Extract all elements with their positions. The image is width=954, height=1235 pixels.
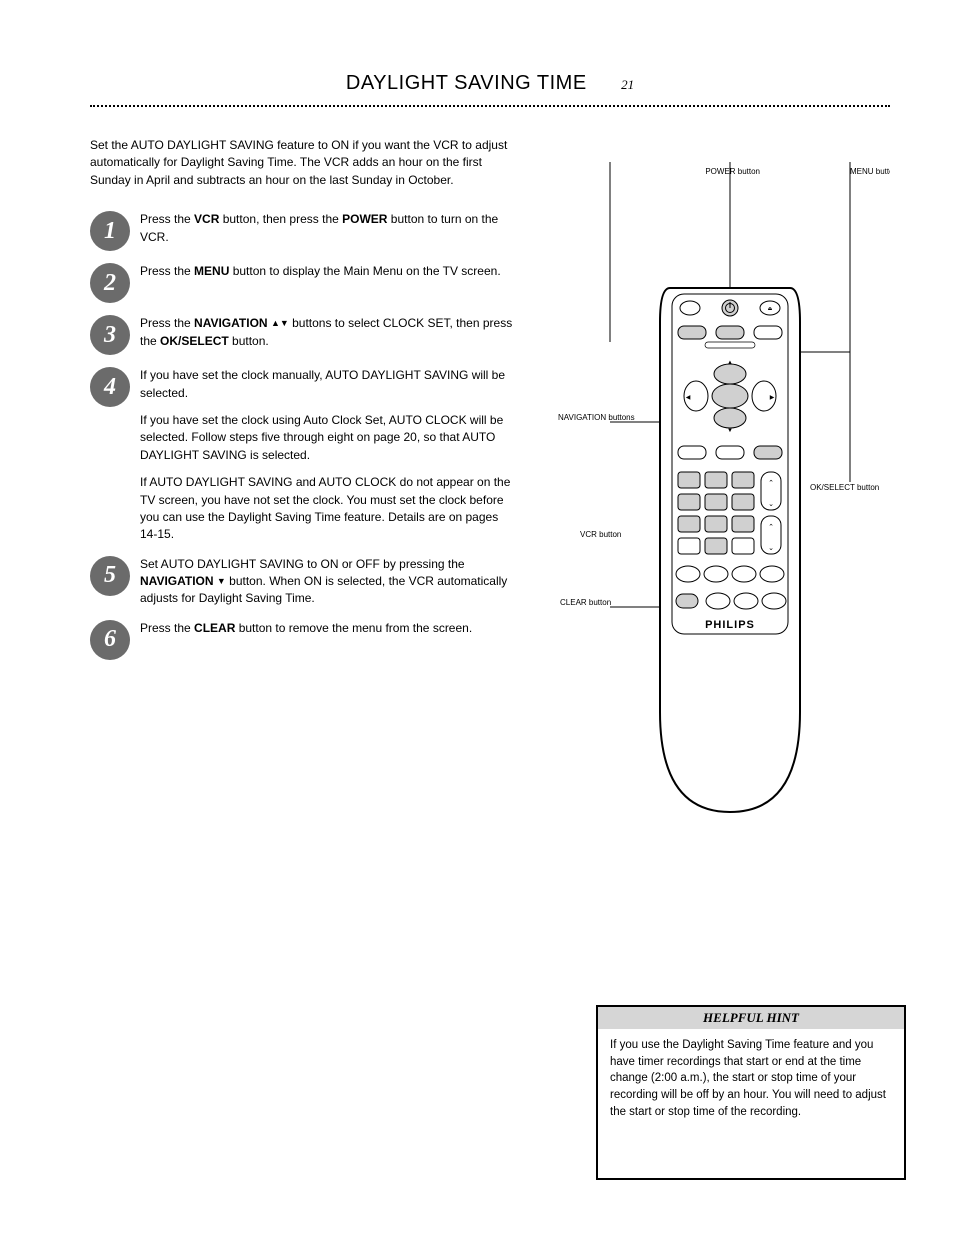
svg-text:◀: ◀: [686, 395, 691, 401]
label-ok: OK/SELECT button: [810, 483, 879, 492]
nav-down-icon: [714, 408, 746, 428]
svg-text:▲: ▲: [727, 360, 733, 366]
label-vcr: VCR button: [580, 530, 621, 539]
svg-text:▶: ▶: [770, 395, 775, 401]
svg-text:⌃: ⌃: [768, 479, 774, 487]
svg-text:⌄: ⌄: [768, 545, 774, 552]
svg-text:⌃: ⌃: [768, 523, 774, 531]
step: 3Press the NAVIGATION ▲▼ buttons to sele…: [90, 315, 515, 355]
step-text: Press the NAVIGATION ▲▼ buttons to selec…: [140, 315, 515, 355]
page-title: DAYLIGHT SAVING TIME: [346, 72, 587, 94]
steps-list: 1Press the VCR button, then press the PO…: [90, 211, 515, 660]
step-text: Press the CLEAR button to remove the men…: [140, 620, 472, 660]
step: 1Press the VCR button, then press the PO…: [90, 211, 515, 251]
step: 2Press the MENU button to display the Ma…: [90, 263, 515, 303]
step-number: 2: [90, 263, 130, 303]
menu-button-icon: [754, 446, 782, 459]
label-menu: MENU button: [850, 167, 890, 176]
btn-tv: [680, 301, 700, 315]
helpful-hint-body: If you use the Daylight Saving Time feat…: [598, 1029, 904, 1128]
page-header: DAYLIGHT SAVING TIME 21: [90, 72, 890, 95]
step-text: Press the MENU button to display the Mai…: [140, 263, 501, 303]
vcr-button-icon: [678, 326, 706, 339]
step-number: 1: [90, 211, 130, 251]
step-number: 3: [90, 315, 130, 355]
dotted-rule: [90, 105, 890, 107]
clear-button-icon: [676, 594, 698, 608]
intro-text: Set the AUTO DAYLIGHT SAVING feature to …: [90, 137, 515, 189]
step: 5Set AUTO DAYLIGHT SAVING to ON or OFF b…: [90, 556, 515, 608]
label-clear: CLEAR button: [560, 598, 611, 607]
helpful-hint-title: HELPFUL HINT: [598, 1007, 904, 1029]
step-number: 5: [90, 556, 130, 596]
step: 6Press the CLEAR button to remove the me…: [90, 620, 515, 660]
page-number: 21: [621, 77, 634, 92]
ok-button-icon: [712, 384, 748, 408]
step-number: 6: [90, 620, 130, 660]
step-text: Set AUTO DAYLIGHT SAVING to ON or OFF by…: [140, 556, 515, 608]
label-nav: NAVIGATION buttons: [558, 413, 635, 422]
step-text: If you have set the clock manually, AUTO…: [140, 367, 515, 544]
helpful-hint-box: HELPFUL HINT If you use the Daylight Sav…: [596, 1005, 906, 1180]
step-number: 4: [90, 367, 130, 407]
step-text: Press the VCR button, then press the POW…: [140, 211, 515, 251]
remote-svg: VCR button POWER button MENU button NAVI…: [550, 162, 890, 822]
brand-label: PHILIPS: [705, 619, 755, 631]
instructions-column: Set the AUTO DAYLIGHT SAVING feature to …: [90, 137, 515, 660]
svg-text:⏏: ⏏: [768, 306, 773, 312]
svg-text:⌄: ⌄: [768, 501, 774, 508]
remote-diagram: VCR button POWER button MENU button NAVI…: [550, 162, 890, 822]
step: 4If you have set the clock manually, AUT…: [90, 367, 515, 544]
label-power: POWER button: [705, 167, 760, 176]
svg-text:▼: ▼: [727, 428, 733, 434]
